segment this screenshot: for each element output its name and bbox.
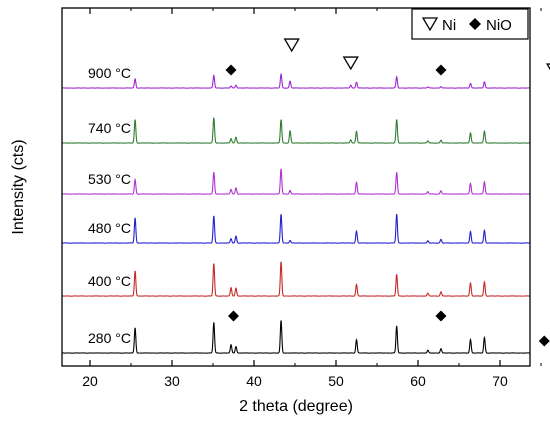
x-tick-label-50: 50 bbox=[328, 373, 344, 389]
x-tick-label-40: 40 bbox=[246, 373, 262, 389]
peak-marker-nio-1 bbox=[228, 310, 239, 322]
peak-marker-nio-6 bbox=[435, 64, 447, 76]
series-line-4 bbox=[62, 168, 530, 195]
x-axis-title: 2 theta (degree) bbox=[239, 398, 353, 415]
series-label-5: 740 °C bbox=[88, 120, 131, 136]
series-label-3: 480 °C bbox=[88, 220, 131, 236]
peak-marker-ni-8 bbox=[342, 56, 359, 71]
legend: Ni NiO bbox=[411, 8, 529, 40]
legend-nio-label: NiO bbox=[486, 17, 512, 34]
x-tick-label-30: 30 bbox=[164, 373, 180, 389]
peak-marker-ni-7 bbox=[283, 38, 300, 53]
series-label-6: 900 °C bbox=[88, 65, 131, 81]
y-axis-title: Intensity (cts) bbox=[10, 139, 27, 234]
series-line-2 bbox=[62, 261, 530, 297]
series-label-4: 530 °C bbox=[88, 171, 131, 187]
x-tick-label-20: 20 bbox=[82, 373, 98, 389]
plot-frame bbox=[61, 7, 531, 367]
legend-ni-icon bbox=[421, 17, 439, 32]
peak-marker-nio-2 bbox=[435, 310, 447, 322]
legend-ni-label: Ni bbox=[442, 17, 456, 34]
series-label-1: 280 °C bbox=[88, 330, 131, 346]
peak-marker-nio-5 bbox=[225, 64, 237, 76]
x-tick-label-70: 70 bbox=[492, 373, 508, 389]
peak-marker-nio-3 bbox=[538, 335, 550, 347]
series-label-2: 400 °C bbox=[88, 273, 131, 289]
series-line-3 bbox=[62, 214, 530, 244]
legend-nio-icon bbox=[469, 18, 481, 30]
series-line-5 bbox=[62, 117, 530, 144]
peak-marker-ni-9 bbox=[545, 63, 550, 71]
series-group bbox=[62, 72, 530, 354]
series-line-6 bbox=[62, 72, 530, 89]
series-line-1 bbox=[62, 320, 530, 354]
x-tick-label-60: 60 bbox=[410, 373, 426, 389]
